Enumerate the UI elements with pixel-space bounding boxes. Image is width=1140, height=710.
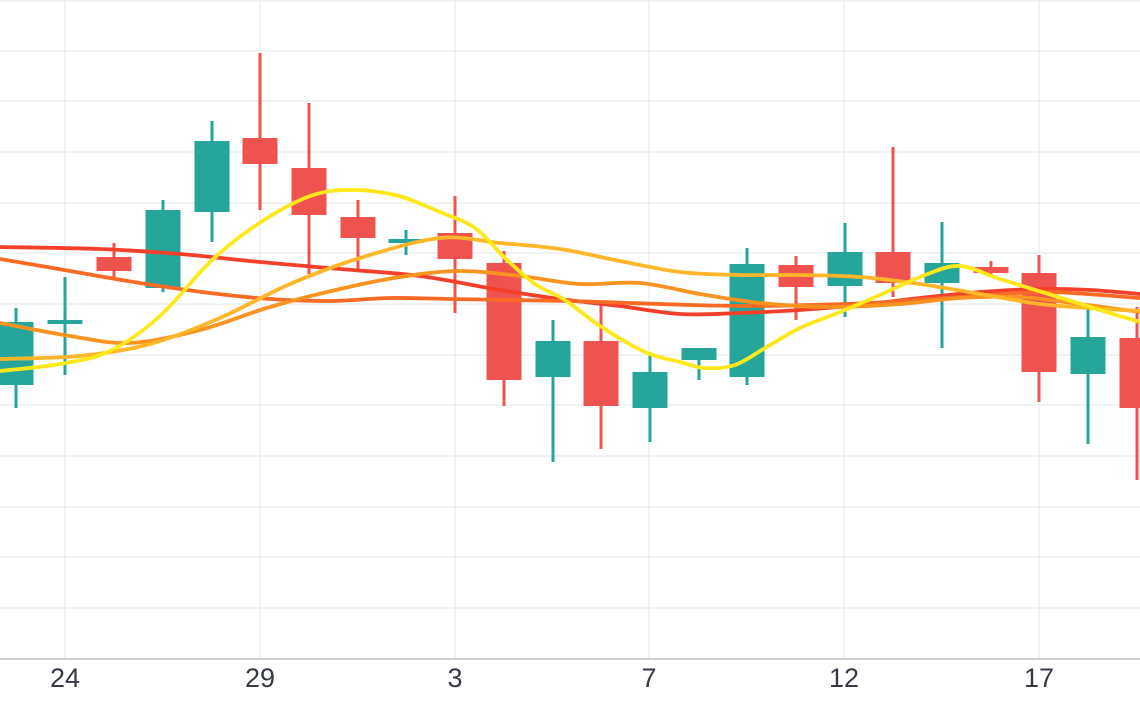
ma-lines	[0, 188, 1140, 373]
ma-fast-yellow-line[interactable]	[0, 188, 1140, 373]
candle-down[interactable]	[583, 305, 619, 449]
candle-body	[583, 341, 619, 406]
candle-body	[486, 263, 522, 380]
candle-body	[194, 141, 230, 212]
candle-up[interactable]	[827, 223, 863, 317]
candle-down[interactable]	[291, 103, 327, 274]
ma-amber-line[interactable]	[0, 235, 1140, 361]
candle-up[interactable]	[145, 200, 181, 292]
candle-down[interactable]	[486, 251, 522, 406]
candle-body	[681, 348, 717, 360]
candle-body	[242, 138, 278, 164]
x-axis-label: 17	[1024, 663, 1054, 693]
candle-body	[1070, 337, 1106, 374]
candle-up[interactable]	[194, 121, 230, 242]
candle-down[interactable]	[1119, 307, 1140, 480]
candle-body	[340, 217, 376, 238]
candle-body	[827, 252, 863, 286]
x-axis-labels[interactable]: 24 29 3 7 12 17	[50, 663, 1054, 693]
ma-orange-line[interactable]	[0, 269, 1140, 346]
candle-up[interactable]	[1070, 307, 1106, 444]
candle-up[interactable]	[535, 320, 571, 462]
ma-slow-red-line[interactable]	[0, 245, 1140, 317]
candle-up[interactable]	[388, 230, 424, 255]
x-axis-label: 12	[829, 663, 859, 693]
candle-body	[1119, 338, 1140, 408]
candle-body	[96, 257, 132, 271]
candle-body	[973, 267, 1009, 273]
candle-body	[0, 322, 34, 385]
candle-down[interactable]	[242, 53, 278, 210]
candle-body	[145, 210, 181, 288]
candle-body	[632, 372, 668, 408]
candle-body	[47, 320, 83, 324]
x-axis-label: 29	[245, 663, 275, 693]
x-axis-label: 7	[641, 663, 656, 693]
grid-lines	[0, 0, 1140, 660]
x-axis-label: 24	[50, 663, 80, 693]
candle-body	[388, 239, 424, 243]
candle-up[interactable]	[681, 348, 717, 380]
x-axis-label: 3	[447, 663, 462, 693]
candle-up[interactable]	[632, 353, 668, 442]
candle-down[interactable]	[1021, 255, 1057, 402]
candle-body	[535, 341, 571, 377]
candle-down[interactable]	[875, 147, 911, 297]
candles	[0, 53, 1140, 480]
